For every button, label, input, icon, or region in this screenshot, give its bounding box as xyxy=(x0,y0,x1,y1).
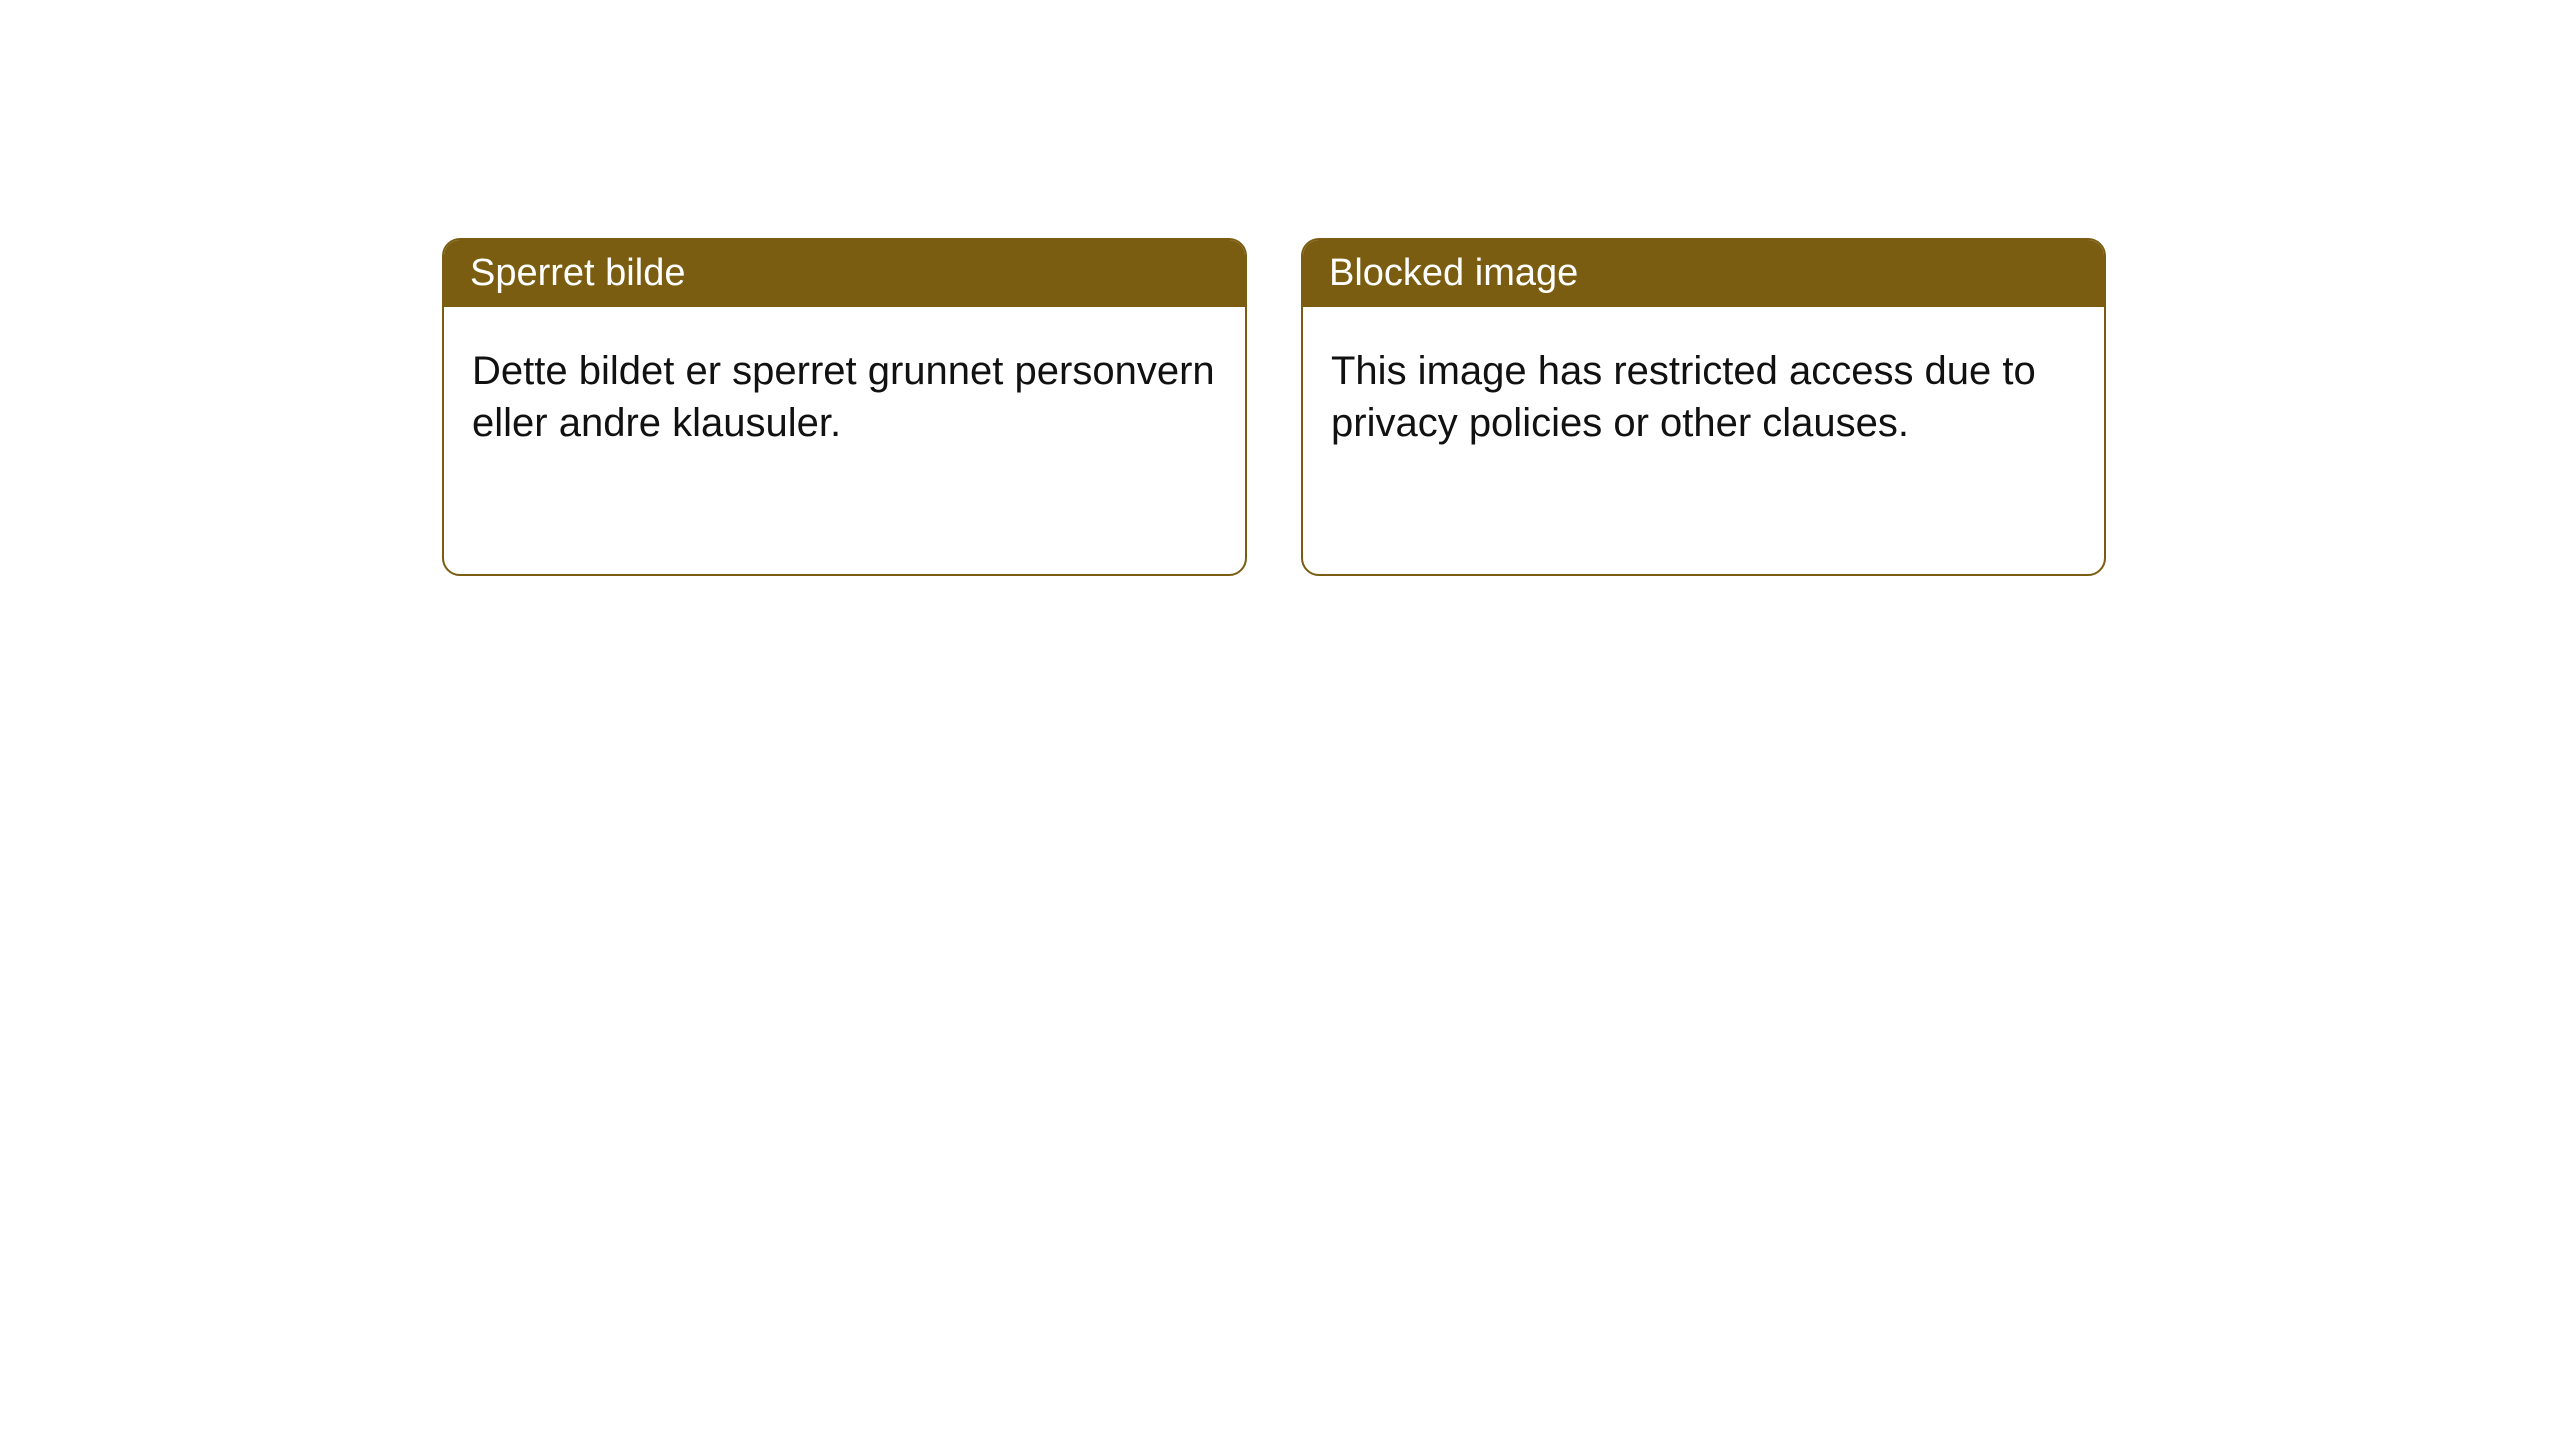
card-title: Blocked image xyxy=(1329,252,1578,294)
notice-container: Sperret bilde Dette bildet er sperret gr… xyxy=(442,238,2106,576)
card-title: Sperret bilde xyxy=(470,252,685,294)
notice-card-norwegian: Sperret bilde Dette bildet er sperret gr… xyxy=(442,238,1247,576)
notice-card-english: Blocked image This image has restricted … xyxy=(1301,238,2106,576)
card-header: Sperret bilde xyxy=(444,240,1245,307)
card-body: Dette bildet er sperret grunnet personve… xyxy=(444,307,1245,487)
card-body-text: Dette bildet er sperret grunnet personve… xyxy=(472,349,1215,445)
card-body-text: This image has restricted access due to … xyxy=(1331,349,2036,445)
card-header: Blocked image xyxy=(1303,240,2104,307)
card-body: This image has restricted access due to … xyxy=(1303,307,2104,487)
